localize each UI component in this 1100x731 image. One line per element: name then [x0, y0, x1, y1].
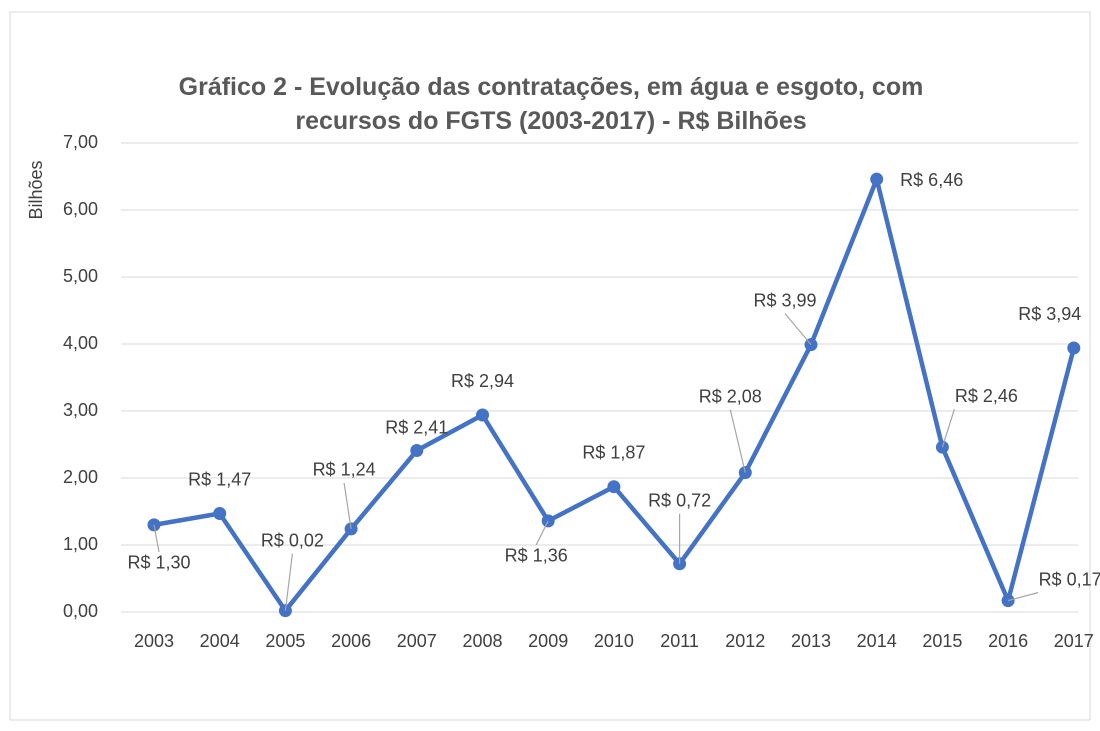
- x-tick-label: 2016: [988, 631, 1028, 651]
- leader-line: [343, 482, 352, 530]
- y-tick-label: 3,00: [63, 400, 98, 420]
- x-tick-label: 2005: [265, 631, 305, 651]
- data-label: R$ 2,08: [699, 386, 762, 406]
- point: [213, 507, 227, 521]
- leader-line: [535, 520, 549, 546]
- chart-title: Gráfico 2 - Evolução das contratações, e…: [178, 73, 924, 135]
- x-tick-label: 2008: [462, 631, 502, 651]
- point: [607, 480, 621, 494]
- data-label: R$ 6,46: [900, 170, 963, 190]
- data-label: R$ 0,72: [648, 491, 711, 511]
- leader-line: [284, 553, 293, 611]
- x-tick-label: 2017: [1054, 631, 1094, 651]
- y-tick-label: 7,00: [63, 132, 98, 152]
- data-label: R$ 3,94: [1018, 304, 1081, 324]
- data-label: R$ 0,17: [1039, 569, 1100, 589]
- chart-border: [9, 11, 1091, 721]
- data-label: R$ 1,36: [505, 546, 568, 566]
- y-axis-label: Bilhões: [26, 160, 46, 219]
- x-tick-label: 2004: [200, 631, 240, 651]
- x-tick-label: 2006: [331, 631, 371, 651]
- leader-line: [1007, 592, 1039, 602]
- x-tick-label: 2009: [528, 631, 568, 651]
- data-label: R$ 1,87: [582, 442, 645, 462]
- x-tick-label: 2015: [922, 631, 962, 651]
- leader-line: [153, 524, 160, 553]
- point: [870, 172, 884, 186]
- leader-line: [729, 409, 746, 473]
- data-label: R$ 2,46: [955, 386, 1018, 406]
- x-tick-label: 2010: [594, 631, 634, 651]
- data-label: R$ 1,24: [313, 460, 376, 480]
- y-tick-label: 4,00: [63, 333, 98, 353]
- data-label: R$ 1,30: [127, 553, 190, 573]
- data-label: R$ 3,99: [753, 290, 816, 310]
- point: [410, 444, 424, 458]
- y-tick-label: 2,00: [63, 467, 98, 487]
- y-tick-label: 6,00: [63, 199, 98, 219]
- data-label: R$ 1,47: [188, 469, 251, 489]
- y-tick-label: 5,00: [63, 266, 98, 286]
- y-tick-label: 1,00: [63, 534, 98, 554]
- x-tick-label: 2007: [397, 631, 437, 651]
- x-tick-label: 2014: [857, 631, 897, 651]
- point: [476, 408, 489, 422]
- data-label: R$ 0,02: [261, 530, 324, 550]
- data-label: R$ 2,94: [451, 371, 514, 391]
- point: [1067, 341, 1081, 355]
- leader-line: [784, 313, 812, 346]
- leader-line: [941, 408, 955, 448]
- y-tick-label: 0,00: [63, 601, 98, 621]
- x-tick-label: 2012: [725, 631, 765, 651]
- x-tick-label: 2011: [660, 631, 699, 651]
- x-tick-label: 2013: [791, 631, 831, 651]
- x-tick-label: 2003: [134, 631, 174, 651]
- data-label: R$ 2,41: [385, 417, 448, 437]
